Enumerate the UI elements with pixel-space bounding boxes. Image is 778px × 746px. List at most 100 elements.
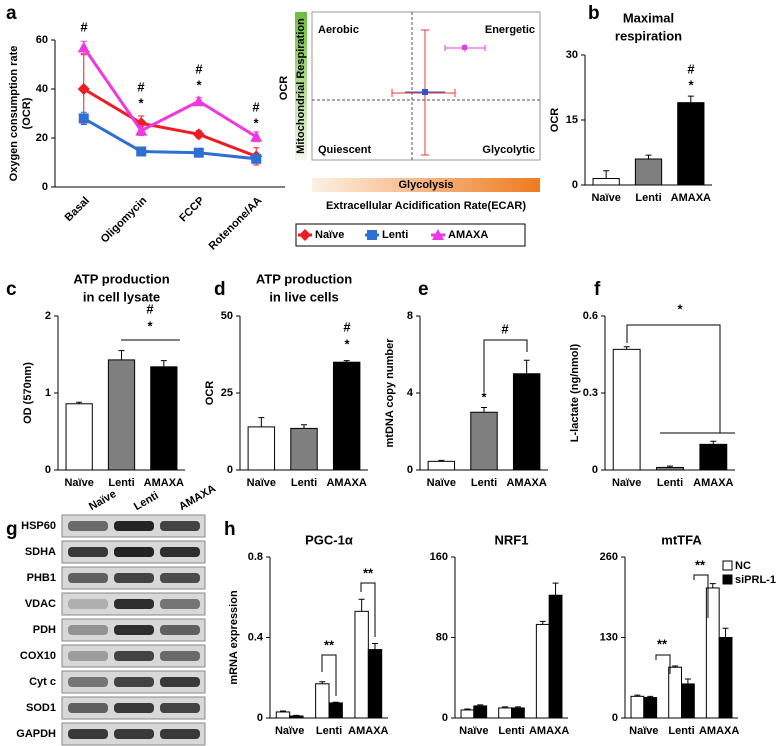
map-y-bar-label: Mitochondrial Respiration xyxy=(295,18,307,154)
blot-band xyxy=(68,599,108,609)
legend-label: AMAXA xyxy=(448,229,488,241)
bar xyxy=(460,709,475,719)
error-bar xyxy=(709,583,716,588)
significance-mark: # xyxy=(687,61,695,76)
quadrant-label: Energetic xyxy=(485,24,535,36)
x-tick-label: AMAXA xyxy=(693,477,733,489)
x-tick-label: Lenti xyxy=(657,477,683,489)
error-bar xyxy=(301,424,307,429)
bar xyxy=(677,102,705,186)
y-axis-label: Oxygen consumption rate xyxy=(8,46,20,182)
error-bar xyxy=(279,710,286,712)
bar xyxy=(473,705,488,719)
blot-band xyxy=(114,703,154,713)
bar xyxy=(630,695,645,719)
significance-mark: ** xyxy=(324,637,335,652)
series-line xyxy=(83,117,257,161)
bar xyxy=(548,594,563,719)
quadrant-label: Glycolytic xyxy=(482,144,535,156)
significance-mark: # xyxy=(252,99,260,114)
chart-title: in cell lysate xyxy=(83,289,160,304)
x-tick-label: AMAXA xyxy=(348,725,388,737)
legend-label: siPRL-1 xyxy=(735,574,776,586)
error-bar xyxy=(603,170,610,179)
panel-label: g xyxy=(6,519,18,540)
y-axis-label: mtDNA copy number xyxy=(384,338,396,448)
blot-band xyxy=(114,625,154,635)
significance-mark: # xyxy=(137,79,145,94)
blot-band xyxy=(114,573,154,583)
error-bar xyxy=(343,360,350,363)
error-bar xyxy=(160,360,167,367)
error-bar xyxy=(667,465,673,468)
marker xyxy=(77,83,90,95)
x-tick-label: Naïve xyxy=(275,725,304,737)
bar xyxy=(107,359,136,471)
blot-band xyxy=(68,651,108,661)
series-line xyxy=(82,46,258,139)
marker xyxy=(78,113,89,124)
y-tick-label: 50 xyxy=(221,310,233,322)
y-axis-label: OCR xyxy=(549,108,561,133)
error-bar xyxy=(319,681,326,684)
marker xyxy=(250,130,263,142)
y-tick-label: 0 xyxy=(42,181,48,193)
map-y-bar xyxy=(295,12,307,160)
map-point xyxy=(422,89,428,95)
y-tick-label: 260 xyxy=(600,551,618,563)
y-tick-label: 40 xyxy=(36,83,48,95)
significance-mark: ** xyxy=(695,557,706,572)
blot-band xyxy=(160,651,200,661)
bar xyxy=(512,373,541,471)
bar xyxy=(470,411,498,471)
marker xyxy=(135,124,148,136)
blot-band xyxy=(114,547,154,557)
x-tick-label: Lenti xyxy=(108,477,134,489)
protein-label: VDAC xyxy=(25,598,56,610)
map-y-label: OCR xyxy=(278,76,290,101)
blot-band xyxy=(160,599,200,609)
panel-label: h xyxy=(224,519,236,540)
chart-title: ATP production xyxy=(73,271,169,286)
x-tick-label: Lenti xyxy=(668,725,694,737)
x-tick-label: Naïve xyxy=(459,725,488,737)
blot-band xyxy=(160,547,200,557)
blot-band xyxy=(114,651,154,661)
blot-band xyxy=(160,703,200,713)
x-tick-label: Basal xyxy=(63,195,92,224)
y-axis-label: OD (570nm) xyxy=(22,362,34,424)
significance-mark: # xyxy=(501,321,509,336)
blot-band xyxy=(160,521,200,531)
error-bar xyxy=(722,627,729,638)
y-tick-label: 25 xyxy=(221,387,233,399)
chart-title: PGC-1α xyxy=(305,532,353,547)
error-bar xyxy=(464,708,471,710)
y-tick-label: 0 xyxy=(572,179,578,191)
blot-band xyxy=(68,625,108,635)
bar xyxy=(427,460,456,471)
bar xyxy=(275,711,291,719)
y-tick-label: 20 xyxy=(36,132,48,144)
panel-label: b xyxy=(588,3,600,24)
bar xyxy=(718,637,733,719)
y-tick-label: 1 xyxy=(45,387,51,399)
x-tick-label: Lenti xyxy=(316,725,342,737)
y-tick-label: 15 xyxy=(566,114,578,126)
x-tick-label: AMAXA xyxy=(529,725,569,737)
error-bar xyxy=(634,694,641,697)
bracket xyxy=(321,654,337,696)
blot-band xyxy=(114,729,154,739)
bar xyxy=(634,158,663,186)
x-tick-label: Lenti xyxy=(291,477,317,489)
significance-mark: ** xyxy=(363,565,374,580)
x-tick-label: Oligomycin xyxy=(99,194,150,245)
blot-band xyxy=(68,573,108,583)
blot-band xyxy=(68,729,108,739)
bracket xyxy=(655,654,671,674)
significance-mark: * xyxy=(196,77,202,92)
legend-label: Naïve xyxy=(315,229,344,241)
error-bar xyxy=(372,643,379,650)
bar xyxy=(247,426,276,471)
blot-band xyxy=(114,521,154,531)
legend-label: NC xyxy=(735,560,751,572)
